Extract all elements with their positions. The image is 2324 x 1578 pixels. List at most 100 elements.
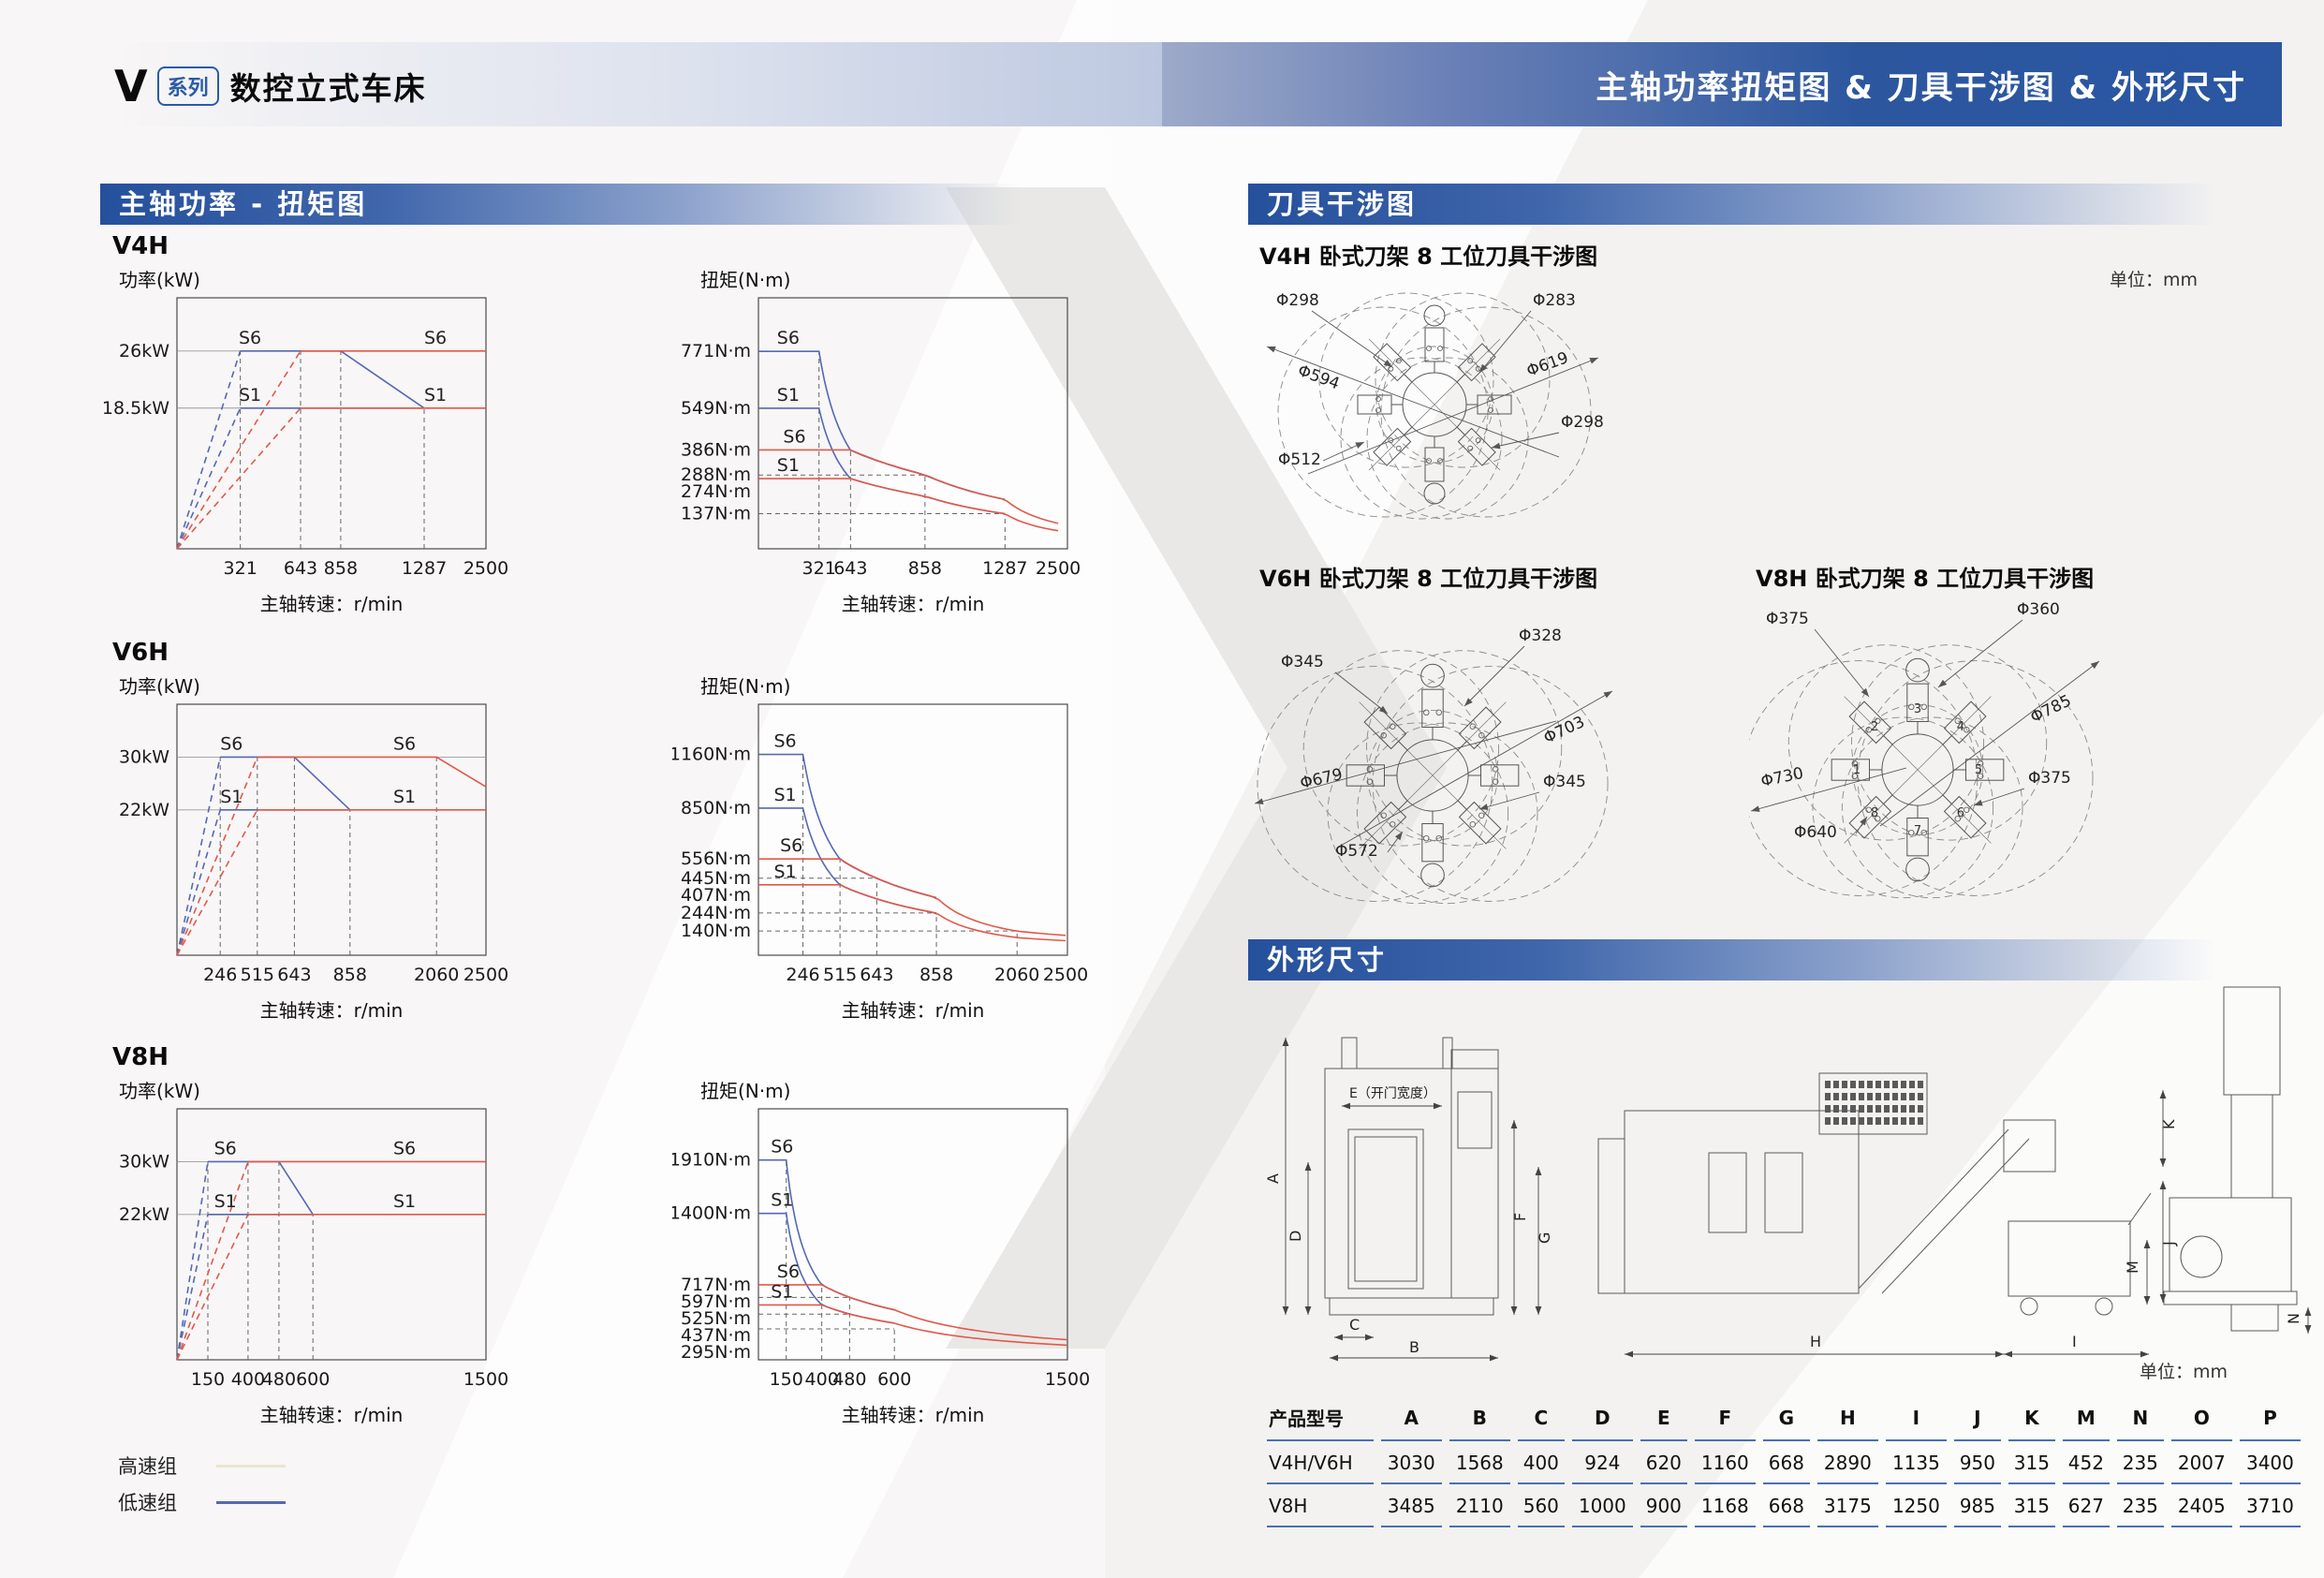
svg-text:8: 8 xyxy=(1871,806,1878,820)
dim-table-cell: 668 xyxy=(1762,1484,1810,1527)
svg-text:S1: S1 xyxy=(220,787,243,807)
dim-table-header: O xyxy=(2170,1394,2232,1441)
series-letter: V xyxy=(114,61,148,111)
svg-text:扭矩(N·m): 扭矩(N·m) xyxy=(700,676,790,698)
svg-text:M: M xyxy=(2124,1261,2141,1274)
svg-text:2500: 2500 xyxy=(463,965,508,985)
svg-text:Φ375: Φ375 xyxy=(1766,610,1809,628)
svg-text:S1: S1 xyxy=(771,1190,793,1211)
power-chart-v4h: 26kW 18.5kW 321 643 858 1287 2500 S6 S1 S6 S1 功率(kW… xyxy=(98,269,529,622)
svg-text:30kW: 30kW xyxy=(119,746,169,767)
svg-text:1400N·m: 1400N·m xyxy=(672,1203,751,1224)
dim-table-cell: 1568 xyxy=(1449,1441,1510,1484)
dim-table-cell: 1160 xyxy=(1694,1441,1756,1484)
svg-text:858: 858 xyxy=(324,558,358,579)
svg-text:A: A xyxy=(1264,1173,1282,1184)
svg-text:22kW: 22kW xyxy=(119,1204,169,1225)
dim-table-cell: 627 xyxy=(2062,1484,2110,1527)
svg-text:2500: 2500 xyxy=(1036,558,1081,579)
svg-text:S1: S1 xyxy=(774,862,797,882)
svg-text:643: 643 xyxy=(284,558,317,579)
dim-table-header: G xyxy=(1762,1394,1810,1441)
legend-low-label: 低速组 xyxy=(118,1492,177,1514)
svg-text:S6: S6 xyxy=(774,731,797,752)
svg-text:137N·m: 137N·m xyxy=(681,504,751,524)
dim-table-cell: 3710 xyxy=(2239,1484,2301,1527)
legend-item-high-speed: 高速组 xyxy=(118,1452,286,1480)
svg-text:140N·m: 140N·m xyxy=(681,921,751,941)
power-chart-v6h: 30kW 22kW 246 515 643 858 2060 2500 S6 S1 S6 S1 功率(k… xyxy=(98,675,529,1028)
svg-text:2060: 2060 xyxy=(414,965,459,985)
interference-diagram-v6h: Φ345 Φ328 Φ679 Φ703 Φ345 Φ572 xyxy=(1245,601,1770,937)
dim-table-header: K xyxy=(2008,1394,2055,1441)
svg-text:386N·m: 386N·m xyxy=(681,439,751,460)
svg-text:Φ730: Φ730 xyxy=(1759,764,1805,791)
svg-text:S1: S1 xyxy=(239,385,261,406)
dim-table-cell: 560 xyxy=(1517,1484,1565,1527)
svg-text:Φ298: Φ298 xyxy=(1276,291,1319,310)
svg-text:S6: S6 xyxy=(783,426,805,447)
svg-text:Φ298: Φ298 xyxy=(1561,413,1604,432)
svg-text:S6: S6 xyxy=(777,328,800,348)
svg-text:3: 3 xyxy=(1914,702,1921,716)
svg-text:Φ572: Φ572 xyxy=(1335,842,1378,861)
header-band xyxy=(110,42,1162,126)
svg-text:549N·m: 549N·m xyxy=(681,398,751,419)
svg-text:S1: S1 xyxy=(774,785,797,805)
svg-text:主轴转速：r/min: 主轴转速：r/min xyxy=(260,593,404,615)
svg-text:主轴转速：r/min: 主轴转速：r/min xyxy=(842,593,985,615)
dim-table-cell: 2007 xyxy=(2170,1441,2232,1484)
section-banner-interference: 刀具干涉图 xyxy=(1248,184,2301,225)
table-row: V8H 3485 2110 560 1000 900 1168 668 3175 1250 985 3… xyxy=(1267,1484,2301,1527)
svg-text:S1: S1 xyxy=(393,1191,416,1212)
dim-table-header: E xyxy=(1640,1394,1687,1441)
svg-text:S1: S1 xyxy=(214,1191,237,1212)
svg-text:Φ283: Φ283 xyxy=(1533,291,1576,310)
svg-text:1287: 1287 xyxy=(402,558,447,579)
svg-text:1: 1 xyxy=(1853,763,1861,777)
svg-text:S1: S1 xyxy=(771,1281,793,1302)
dim-table-cell: 1168 xyxy=(1694,1484,1756,1527)
dim-table-cell: 3175 xyxy=(1817,1484,1878,1527)
svg-text:2: 2 xyxy=(1871,720,1878,734)
svg-text:S6: S6 xyxy=(393,733,416,754)
svg-text:主轴转速：r/min: 主轴转速：r/min xyxy=(260,1404,404,1426)
header-title: V 系列 数控立式车床 xyxy=(114,56,427,116)
legend-high-label: 高速组 xyxy=(118,1455,177,1478)
dim-table-cell: 950 xyxy=(1953,1441,2001,1484)
svg-text:J: J xyxy=(2160,1241,2178,1246)
svg-text:S6: S6 xyxy=(220,733,243,754)
interference-diagram-v4h: Φ298 Φ283 Φ594 Φ619 Φ512 Φ298 xyxy=(1250,277,1690,562)
svg-text:G: G xyxy=(1536,1232,1553,1244)
svg-text:1500: 1500 xyxy=(463,1369,508,1390)
svg-text:扭矩(N·m): 扭矩(N·m) xyxy=(700,1081,790,1102)
dim-table-header: H xyxy=(1817,1394,1878,1441)
svg-text:321: 321 xyxy=(802,558,836,579)
svg-text:C: C xyxy=(1349,1316,1360,1334)
svg-text:S6: S6 xyxy=(424,328,447,348)
dim-table-header: J xyxy=(1953,1394,2001,1441)
svg-text:480: 480 xyxy=(262,1369,296,1390)
dim-table-model: V8H xyxy=(1267,1484,1374,1527)
svg-text:400: 400 xyxy=(805,1369,839,1390)
svg-text:S6: S6 xyxy=(393,1138,416,1158)
dim-table-cell: 3400 xyxy=(2239,1441,2301,1484)
svg-text:功率(kW): 功率(kW) xyxy=(119,676,200,698)
svg-text:600: 600 xyxy=(877,1369,911,1390)
legend-item-low-speed: 低速组 xyxy=(118,1488,286,1516)
svg-text:1500: 1500 xyxy=(1045,1369,1090,1390)
section-banner-dimensions: 外形尺寸 xyxy=(1248,939,2301,981)
svg-text:主轴转速：r/min: 主轴转速：r/min xyxy=(842,999,985,1022)
svg-text:288N·m: 288N·m xyxy=(681,465,751,485)
dim-table-cell: 452 xyxy=(2062,1441,2110,1484)
svg-text:515: 515 xyxy=(241,965,274,985)
svg-text:643: 643 xyxy=(277,965,311,985)
torque-chart-v6h: 1160N·m 850N·m 556N·m 445N·m 407N·m 244N·m 140… xyxy=(669,675,1103,1028)
svg-text:556N·m: 556N·m xyxy=(681,848,751,869)
svg-text:858: 858 xyxy=(333,965,367,985)
svg-text:525N·m: 525N·m xyxy=(681,1308,751,1329)
svg-text:22kW: 22kW xyxy=(119,800,169,820)
svg-text:E（开门宽度）: E（开门宽度） xyxy=(1349,1085,1436,1101)
dim-table-cell: 2110 xyxy=(1449,1484,1510,1527)
dim-table-cell: 668 xyxy=(1762,1441,1810,1484)
